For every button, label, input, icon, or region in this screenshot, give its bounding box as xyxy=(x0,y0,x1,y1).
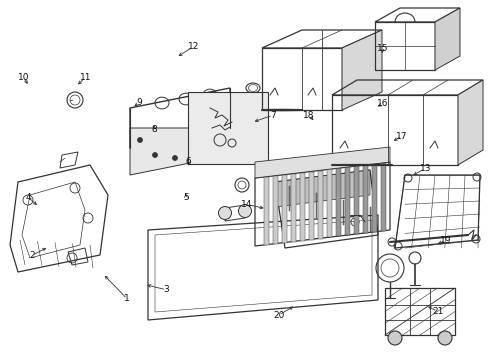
Circle shape xyxy=(387,331,401,345)
Circle shape xyxy=(437,331,451,345)
Text: 13: 13 xyxy=(419,164,430,173)
Polygon shape xyxy=(282,175,286,243)
Polygon shape xyxy=(274,182,275,207)
Text: 7: 7 xyxy=(269,111,275,120)
Polygon shape xyxy=(356,203,357,229)
Polygon shape xyxy=(457,80,482,165)
Polygon shape xyxy=(264,177,268,245)
Circle shape xyxy=(212,159,217,165)
Polygon shape xyxy=(335,168,340,237)
Text: 6: 6 xyxy=(185,157,191,166)
Polygon shape xyxy=(317,171,323,239)
Text: 16: 16 xyxy=(376,99,388,108)
Polygon shape xyxy=(434,8,459,70)
Text: 19: 19 xyxy=(439,236,451,245)
Polygon shape xyxy=(342,200,343,225)
Text: 17: 17 xyxy=(395,131,407,140)
Text: 1: 1 xyxy=(124,294,130,303)
Circle shape xyxy=(137,138,142,143)
Circle shape xyxy=(152,153,157,157)
Polygon shape xyxy=(308,172,313,240)
Text: 5: 5 xyxy=(183,194,188,202)
Polygon shape xyxy=(326,170,331,238)
Circle shape xyxy=(218,207,231,220)
Polygon shape xyxy=(254,147,389,178)
Polygon shape xyxy=(345,167,349,235)
Text: 2: 2 xyxy=(29,251,35,260)
Polygon shape xyxy=(272,176,278,244)
Text: 15: 15 xyxy=(376,44,387,53)
Polygon shape xyxy=(130,128,229,175)
Text: 9: 9 xyxy=(136,98,142,107)
Text: 20: 20 xyxy=(272,310,284,320)
Text: 12: 12 xyxy=(187,42,199,51)
Text: 21: 21 xyxy=(431,307,443,316)
Circle shape xyxy=(192,157,197,162)
Text: 3: 3 xyxy=(163,285,169,294)
Polygon shape xyxy=(302,189,303,214)
Polygon shape xyxy=(380,163,385,231)
Polygon shape xyxy=(341,30,381,110)
Polygon shape xyxy=(288,185,289,211)
Polygon shape xyxy=(290,174,295,242)
Polygon shape xyxy=(353,166,358,234)
Polygon shape xyxy=(371,164,376,232)
Polygon shape xyxy=(362,165,367,233)
Bar xyxy=(187,92,267,164)
Polygon shape xyxy=(328,196,329,221)
Polygon shape xyxy=(299,173,305,241)
Polygon shape xyxy=(315,193,316,218)
Text: 8: 8 xyxy=(151,125,157,134)
Text: 10: 10 xyxy=(18,73,29,82)
Text: 11: 11 xyxy=(80,73,91,82)
Polygon shape xyxy=(274,170,369,207)
Polygon shape xyxy=(369,207,370,232)
Text: 14: 14 xyxy=(241,200,252,209)
Text: 4: 4 xyxy=(25,193,31,202)
Text: 18: 18 xyxy=(303,111,314,120)
Circle shape xyxy=(238,204,251,217)
Circle shape xyxy=(172,156,177,161)
